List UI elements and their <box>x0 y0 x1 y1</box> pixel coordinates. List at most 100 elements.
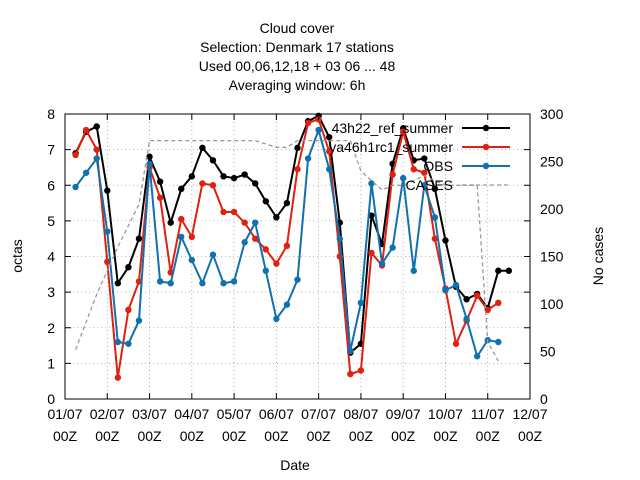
x-tick-label-date: 07/07 <box>301 406 336 422</box>
series-ya46h1rc1-summer <box>72 116 502 381</box>
data-point <box>93 146 100 153</box>
x-tick-label-hour: 00Z <box>222 428 247 444</box>
data-point <box>294 166 301 173</box>
data-point <box>442 287 449 294</box>
data-point <box>505 267 513 274</box>
y-axis-left: 0 1 2 3 4 5 6 7 8 <box>47 106 530 407</box>
data-point <box>220 280 227 287</box>
data-point <box>442 237 449 244</box>
data-point <box>315 126 322 134</box>
legend: 43h22_ref_summer ya46h1rc1_summer OBS CASES <box>329 120 510 193</box>
data-point <box>241 239 248 246</box>
data-point <box>347 347 354 355</box>
data-point <box>104 228 111 235</box>
series-cases <box>74 139 499 362</box>
data-point <box>125 306 132 314</box>
data-point <box>283 199 291 207</box>
data-point <box>209 182 217 189</box>
data-point <box>156 178 164 185</box>
y2-tick-label: 100 <box>540 296 564 312</box>
data-point <box>421 182 428 189</box>
x-tick-label-date: 04/07 <box>174 406 209 422</box>
data-point <box>495 267 502 274</box>
series-line <box>74 114 509 355</box>
data-point <box>421 155 428 162</box>
data-point <box>209 157 217 164</box>
series-obs <box>72 126 502 360</box>
y-axis-label: octas <box>9 239 25 272</box>
data-point <box>304 119 312 127</box>
data-point <box>326 148 333 155</box>
data-point <box>220 173 227 180</box>
data-point <box>294 144 301 152</box>
data-point <box>283 301 291 308</box>
data-point <box>188 233 196 241</box>
data-point <box>368 180 375 187</box>
data-point <box>273 260 280 267</box>
data-point <box>178 215 185 223</box>
x-tick-label-hour: 00Z <box>476 428 501 444</box>
data-point <box>389 171 396 178</box>
data-point <box>93 155 100 162</box>
x-tick-label-date: 12/07 <box>512 406 547 422</box>
y-tick-label: 2 <box>47 320 55 336</box>
data-point <box>167 219 174 226</box>
data-point <box>209 251 217 258</box>
x-tick-label-hour: 00Z <box>391 428 416 444</box>
data-point <box>463 315 470 323</box>
data-point <box>262 198 269 205</box>
data-point <box>326 133 333 141</box>
data-point <box>241 171 248 178</box>
data-point <box>230 208 238 216</box>
data-point <box>199 144 206 152</box>
data-point <box>410 166 417 173</box>
title-line: Selection: Denmark 17 stations <box>200 39 394 55</box>
data-point <box>72 183 79 191</box>
data-point <box>199 280 206 287</box>
data-point <box>114 280 122 287</box>
data-point <box>378 260 386 267</box>
data-point <box>452 281 460 289</box>
x-tick-label-hour: 00Z <box>349 428 374 444</box>
data-point <box>135 317 143 324</box>
data-point <box>336 235 343 242</box>
data-point <box>199 180 206 187</box>
data-point <box>188 256 196 264</box>
data-point <box>399 174 407 182</box>
grid <box>65 114 530 399</box>
data-point <box>93 123 100 130</box>
data-point <box>230 174 238 182</box>
y-tick-label: 8 <box>47 106 55 122</box>
y-tick-label: 7 <box>47 142 55 158</box>
x-tick-label-hour: 00Z <box>95 428 120 444</box>
data-point <box>114 374 122 381</box>
y-tick-label: 5 <box>47 213 55 229</box>
data-point <box>252 180 259 187</box>
y-tick-label: 1 <box>47 355 55 371</box>
chart-title: Cloud cover Selection: Denmark 17 station… <box>199 20 396 93</box>
data-point <box>347 370 354 378</box>
data-point <box>452 340 460 347</box>
legend-label: ya46h1rc1_summer <box>329 139 453 155</box>
legend-marker <box>482 124 490 132</box>
data-point <box>262 246 269 253</box>
y2-axis-label: No cases <box>590 227 606 285</box>
data-point <box>368 212 375 219</box>
data-point <box>431 214 439 221</box>
x-tick-label-date: 03/07 <box>132 406 167 422</box>
data-point <box>495 338 502 346</box>
data-point <box>463 296 470 303</box>
data-point <box>125 340 132 347</box>
data-point <box>431 235 439 242</box>
x-tick-label-hour: 00Z <box>264 428 289 444</box>
x-tick-label-hour: 00Z <box>518 428 543 444</box>
data-point <box>241 219 248 226</box>
x-axis: 01/07 00Z 02/07 00Z 03/07 00Z 04/07 00Z 05/07 00Z… <box>47 114 548 444</box>
data-point <box>399 128 407 136</box>
x-tick-label-date: 08/07 <box>343 406 378 422</box>
x-tick-label-date: 06/07 <box>259 406 294 422</box>
x-tick-label-hour: 00Z <box>433 428 458 444</box>
x-tick-label-date: 01/07 <box>47 406 82 422</box>
y2-tick-label: 300 <box>540 106 564 122</box>
